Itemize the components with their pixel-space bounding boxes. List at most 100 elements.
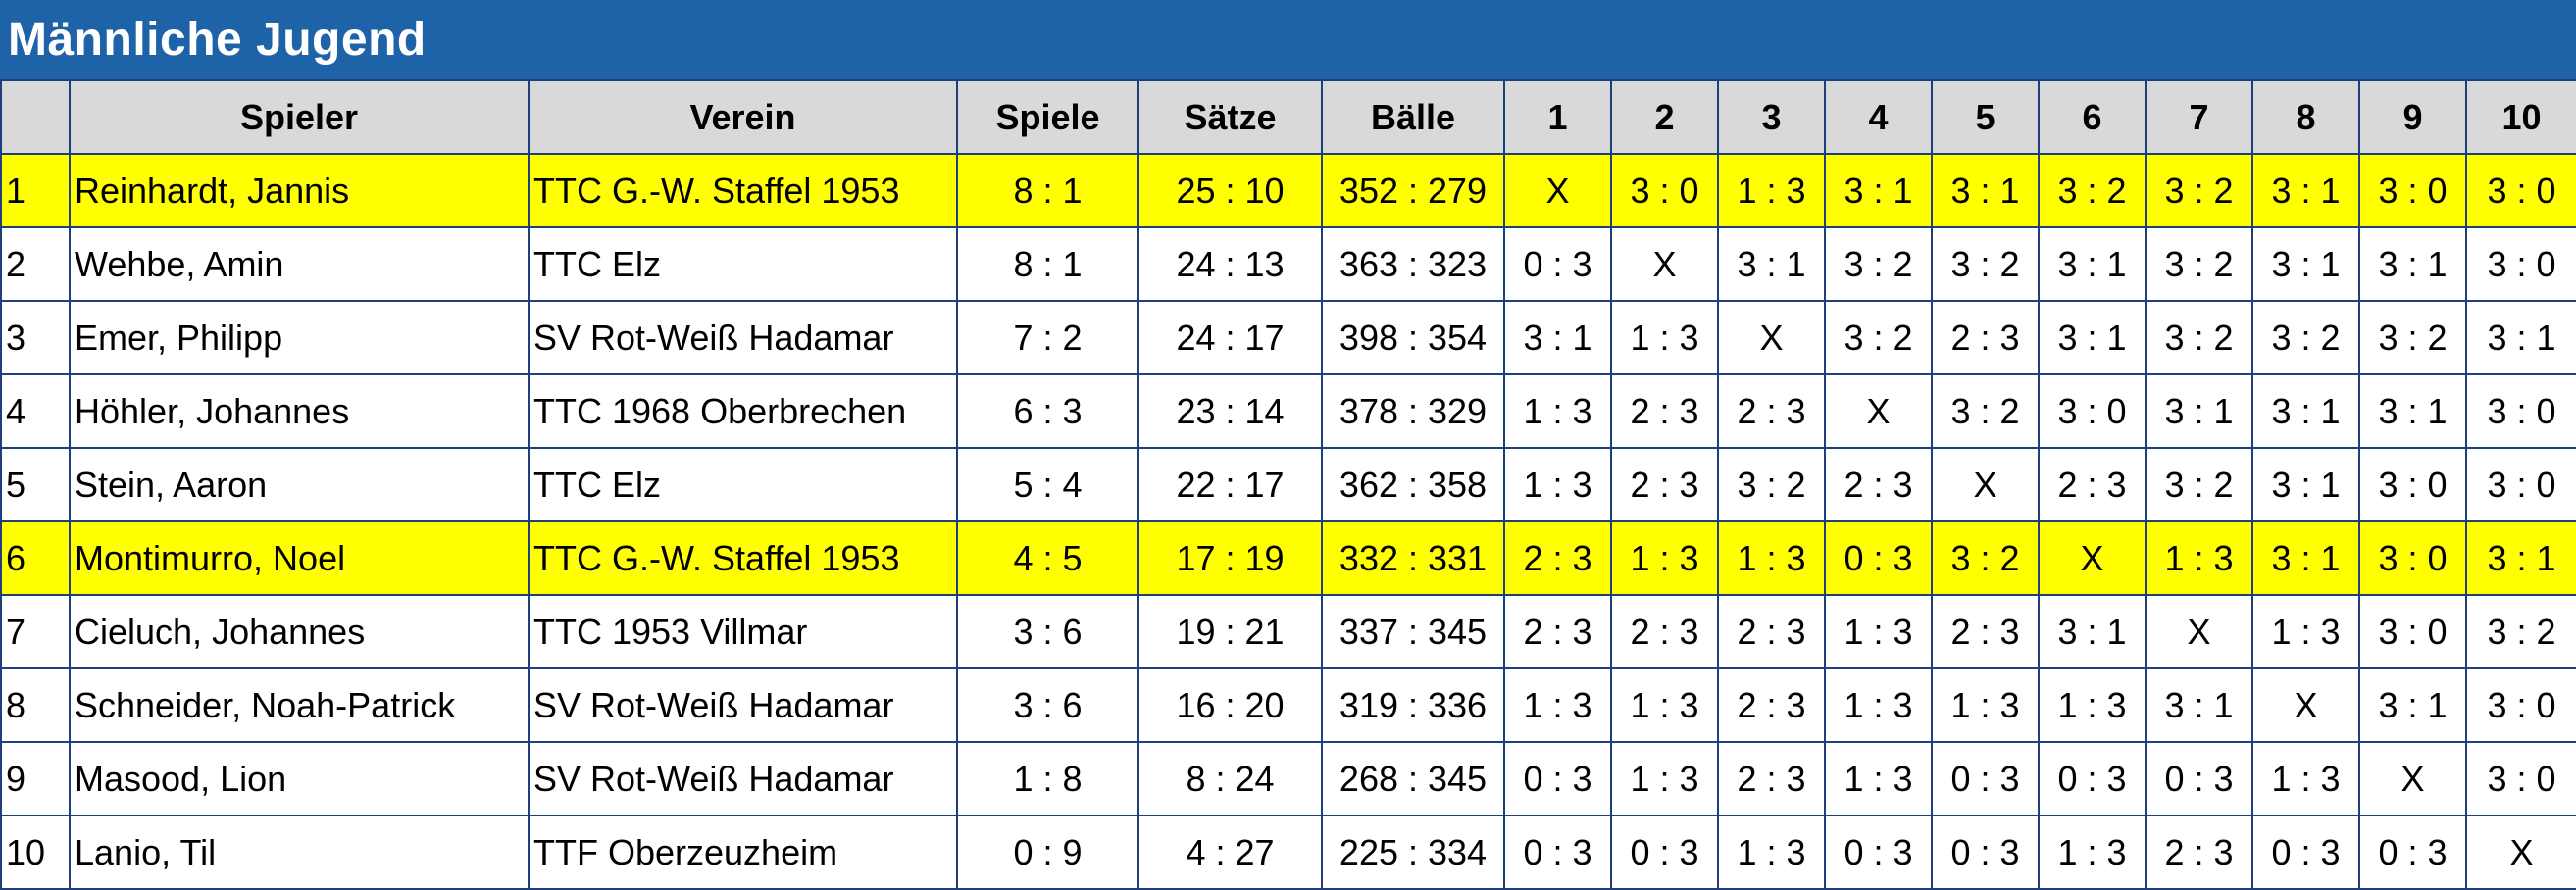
header-row: Spieler Verein Spiele Sätze Bälle 1 2 3 …: [0, 79, 2576, 155]
games-cell: 8 : 1: [956, 226, 1139, 302]
balls-cell: 362 : 358: [1321, 447, 1505, 522]
header-opponent-10: 10: [2465, 79, 2576, 155]
result-cell-6: 2 : 3: [2038, 447, 2147, 522]
result-cell-7: X: [2145, 594, 2253, 669]
balls-cell: 363 : 323: [1321, 226, 1505, 302]
player-cell: Wehbe, Amin: [69, 226, 530, 302]
header-opponent-6: 6: [2038, 79, 2147, 155]
result-cell-7: 3 : 2: [2145, 226, 2253, 302]
result-cell-8: 3 : 1: [2251, 373, 2360, 449]
result-cell-6: 1 : 3: [2038, 815, 2147, 890]
result-cell-6: 3 : 1: [2038, 594, 2147, 669]
result-cell-1: 3 : 1: [1503, 300, 1612, 375]
result-cell-6: 0 : 3: [2038, 741, 2147, 816]
result-cell-6: 3 : 0: [2038, 373, 2147, 449]
balls-cell: 378 : 329: [1321, 373, 1505, 449]
result-cell-9: 3 : 0: [2358, 594, 2467, 669]
header-sets: Sätze: [1137, 79, 1323, 155]
balls-cell: 332 : 331: [1321, 520, 1505, 596]
header-opponent-3: 3: [1717, 79, 1826, 155]
result-cell-4: 1 : 3: [1824, 668, 1933, 743]
result-cell-1: X: [1503, 153, 1612, 228]
result-cell-7: 3 : 2: [2145, 447, 2253, 522]
result-cell-10: 3 : 2: [2465, 594, 2576, 669]
games-cell: 1 : 8: [956, 741, 1139, 816]
balls-cell: 352 : 279: [1321, 153, 1505, 228]
header-opponent-1: 1: [1503, 79, 1612, 155]
result-cell-9: 3 : 1: [2358, 373, 2467, 449]
result-cell-9: 3 : 1: [2358, 226, 2467, 302]
player-cell: Cieluch, Johannes: [69, 594, 530, 669]
rank-cell: 4: [0, 373, 71, 449]
header-balls: Bälle: [1321, 79, 1505, 155]
result-cell-7: 1 : 3: [2145, 520, 2253, 596]
sets-cell: 25 : 10: [1137, 153, 1323, 228]
player-cell: Höhler, Johannes: [69, 373, 530, 449]
result-cell-8: 3 : 2: [2251, 300, 2360, 375]
result-cell-8: 1 : 3: [2251, 741, 2360, 816]
result-cell-5: 0 : 3: [1931, 741, 2040, 816]
result-cell-8: 3 : 1: [2251, 153, 2360, 228]
header-games: Spiele: [956, 79, 1139, 155]
result-cell-10: 3 : 1: [2465, 300, 2576, 375]
result-cell-2: 0 : 3: [1610, 815, 1719, 890]
header-opponent-2: 2: [1610, 79, 1719, 155]
club-cell: SV Rot-Weiß Hadamar: [528, 668, 958, 743]
games-cell: 0 : 9: [956, 815, 1139, 890]
player-cell: Stein, Aaron: [69, 447, 530, 522]
player-cell: Reinhardt, Jannis: [69, 153, 530, 228]
result-cell-5: 3 : 2: [1931, 226, 2040, 302]
sets-cell: 22 : 17: [1137, 447, 1323, 522]
result-cell-4: 1 : 3: [1824, 741, 1933, 816]
result-cell-8: X: [2251, 668, 2360, 743]
result-cell-10: 3 : 0: [2465, 668, 2576, 743]
result-cell-5: 1 : 3: [1931, 668, 2040, 743]
result-cell-3: 2 : 3: [1717, 594, 1826, 669]
result-cell-2: 1 : 3: [1610, 300, 1719, 375]
result-cell-10: X: [2465, 815, 2576, 890]
games-cell: 6 : 3: [956, 373, 1139, 449]
games-cell: 4 : 5: [956, 520, 1139, 596]
result-cell-6: 3 : 2: [2038, 153, 2147, 228]
result-cell-10: 3 : 1: [2465, 520, 2576, 596]
rank-cell: 5: [0, 447, 71, 522]
table-row: 1 Reinhardt, Jannis TTC G.-W. Staffel 1953…: [0, 153, 2576, 228]
result-cell-3: 2 : 3: [1717, 373, 1826, 449]
club-cell: TTC 1968 Oberbrechen: [528, 373, 958, 449]
result-cell-5: 3 : 2: [1931, 520, 2040, 596]
result-cell-1: 1 : 3: [1503, 373, 1612, 449]
result-cell-1: 1 : 3: [1503, 668, 1612, 743]
result-cell-4: 3 : 2: [1824, 300, 1933, 375]
result-cell-10: 3 : 0: [2465, 226, 2576, 302]
header-club: Verein: [528, 79, 958, 155]
result-cell-4: 3 : 1: [1824, 153, 1933, 228]
sets-cell: 8 : 24: [1137, 741, 1323, 816]
result-cell-10: 3 : 0: [2465, 373, 2576, 449]
result-cell-3: 3 : 1: [1717, 226, 1826, 302]
rank-cell: 6: [0, 520, 71, 596]
result-cell-3: X: [1717, 300, 1826, 375]
club-cell: TTC 1953 Villmar: [528, 594, 958, 669]
player-cell: Lanio, Til: [69, 815, 530, 890]
result-cell-9: 3 : 1: [2358, 668, 2467, 743]
rank-cell: 8: [0, 668, 71, 743]
header-opponent-7: 7: [2145, 79, 2253, 155]
result-cell-2: 2 : 3: [1610, 594, 1719, 669]
result-cell-5: 2 : 3: [1931, 300, 2040, 375]
result-cell-4: 3 : 2: [1824, 226, 1933, 302]
rank-cell: 3: [0, 300, 71, 375]
result-cell-8: 3 : 1: [2251, 447, 2360, 522]
header-player: Spieler: [69, 79, 530, 155]
rank-cell: 1: [0, 153, 71, 228]
games-cell: 7 : 2: [956, 300, 1139, 375]
result-cell-1: 2 : 3: [1503, 520, 1612, 596]
header-opponent-4: 4: [1824, 79, 1933, 155]
result-cell-1: 1 : 3: [1503, 447, 1612, 522]
club-cell: TTC Elz: [528, 226, 958, 302]
header-opponent-5: 5: [1931, 79, 2040, 155]
player-cell: Emer, Philipp: [69, 300, 530, 375]
sets-cell: 24 : 13: [1137, 226, 1323, 302]
club-cell: TTF Oberzeuzheim: [528, 815, 958, 890]
